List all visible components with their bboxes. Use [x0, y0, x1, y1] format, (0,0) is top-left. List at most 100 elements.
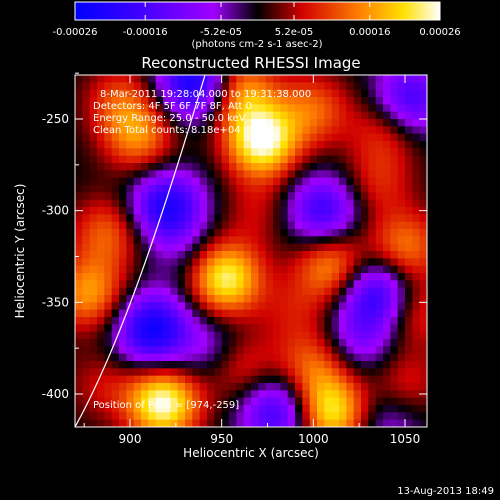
- heatmap-cell: [141, 353, 149, 362]
- heatmap-cell: [236, 375, 245, 384]
- heatmap-cell: [361, 111, 369, 120]
- heatmap-cell: [177, 221, 186, 230]
- heatmap-cell: [397, 163, 406, 171]
- heatmap-cell: [119, 302, 127, 311]
- heatmap-cell: [133, 75, 142, 83]
- heatmap-cell: [97, 104, 105, 113]
- heatmap-cell: [353, 119, 362, 127]
- heatmap-cell: [163, 302, 171, 311]
- heatmap-cell: [375, 251, 384, 259]
- heatmap-cell: [295, 243, 303, 252]
- heatmap-cell: [412, 163, 421, 171]
- heatmap-cell: [368, 412, 377, 421]
- heatmap-cell: [375, 405, 384, 413]
- heatmap-cell: [412, 317, 421, 325]
- heatmap-cell: [251, 133, 259, 142]
- heatmap-cell: [141, 163, 149, 171]
- heatmap-cell: [148, 177, 157, 186]
- heatmap-cell: [229, 273, 237, 281]
- x-tick-label: 900: [119, 432, 142, 446]
- heatmap-cell: [111, 368, 120, 377]
- heatmap-cell: [258, 229, 267, 237]
- heatmap-cell: [199, 185, 208, 193]
- heatmap-cell: [155, 405, 164, 413]
- heatmap-cell: [353, 236, 362, 245]
- heatmap-cell: [155, 192, 164, 201]
- heatmap-cell: [405, 229, 413, 237]
- heatmap-cell: [273, 177, 281, 186]
- heatmap-cell: [302, 287, 311, 296]
- heatmap-cell: [89, 295, 98, 303]
- heatmap-cell: [258, 97, 267, 105]
- heatmap-cell: [170, 265, 179, 274]
- heatmap-cell: [221, 383, 230, 391]
- heatmap-cell: [375, 170, 384, 179]
- heatmap-cell: [89, 177, 98, 186]
- heatmap-cell: [258, 331, 267, 340]
- heatmap-cell: [185, 324, 193, 333]
- heatmap-cell: [397, 280, 406, 289]
- heatmap-cell: [155, 397, 164, 406]
- heatmap-cell: [412, 214, 421, 223]
- heatmap-cell: [104, 419, 113, 427]
- heatmap-cell: [221, 82, 230, 91]
- heatmap-cell: [280, 265, 289, 274]
- heatmap-cell: [148, 185, 157, 193]
- heatmap-cell: [111, 280, 120, 289]
- heatmap-cell: [309, 390, 318, 399]
- heatmap-cell: [368, 243, 377, 252]
- heatmap-cell: [141, 375, 149, 384]
- heatmap-cell: [273, 383, 281, 391]
- heatmap-cell: [339, 104, 347, 113]
- heatmap-cell: [361, 317, 369, 325]
- heatmap-cell: [324, 287, 333, 296]
- heatmap-cell: [243, 383, 252, 391]
- heatmap-cell: [353, 280, 362, 289]
- heatmap-cell: [419, 111, 427, 120]
- heatmap-cell: [104, 339, 113, 347]
- heatmap-cell: [126, 148, 135, 157]
- heatmap-cell: [155, 75, 164, 83]
- heatmap-cell: [236, 170, 245, 179]
- heatmap-cell: [163, 126, 171, 135]
- heatmap-cell: [82, 104, 91, 113]
- heatmap-cell: [419, 155, 427, 164]
- heatmap-cell: [324, 375, 333, 384]
- heatmap-cell: [361, 170, 369, 179]
- heatmap-cell: [317, 97, 325, 105]
- heatmap-cell: [331, 412, 340, 421]
- heatmap-cell: [163, 221, 171, 230]
- heatmap-cell: [412, 383, 421, 391]
- heatmap-cell: [265, 243, 274, 252]
- heatmap-cell: [243, 141, 252, 149]
- heatmap-cell: [324, 163, 333, 171]
- heatmap-cell: [148, 155, 157, 164]
- heatmap-cell: [177, 89, 186, 98]
- heatmap-cell: [75, 199, 83, 208]
- heatmap-cell: [133, 177, 142, 186]
- heatmap-cell: [251, 221, 259, 230]
- heatmap-cell: [163, 317, 171, 325]
- heatmap-cell: [251, 126, 259, 135]
- heatmap-cell: [126, 111, 135, 120]
- heatmap-cell: [148, 339, 157, 347]
- heatmap-cell: [170, 353, 179, 362]
- heatmap-cell: [192, 258, 201, 267]
- heatmap-cell: [236, 295, 245, 303]
- heatmap-cell: [214, 221, 223, 230]
- heatmap-cell: [155, 170, 164, 179]
- heatmap-cell: [199, 177, 208, 186]
- heatmap-cell: [280, 258, 289, 267]
- heatmap-cell: [199, 346, 208, 355]
- heatmap-cell: [126, 287, 135, 296]
- heatmap-cell: [97, 177, 105, 186]
- heatmap-cell: [302, 141, 311, 149]
- heatmap-cell: [302, 368, 311, 377]
- heatmap-cell: [397, 126, 406, 135]
- heatmap-cell: [177, 97, 186, 105]
- heatmap-cell: [82, 339, 91, 347]
- heatmap-cell: [148, 199, 157, 208]
- heatmap-cell: [236, 236, 245, 245]
- heatmap-cell: [177, 258, 186, 267]
- heatmap-cell: [97, 170, 105, 179]
